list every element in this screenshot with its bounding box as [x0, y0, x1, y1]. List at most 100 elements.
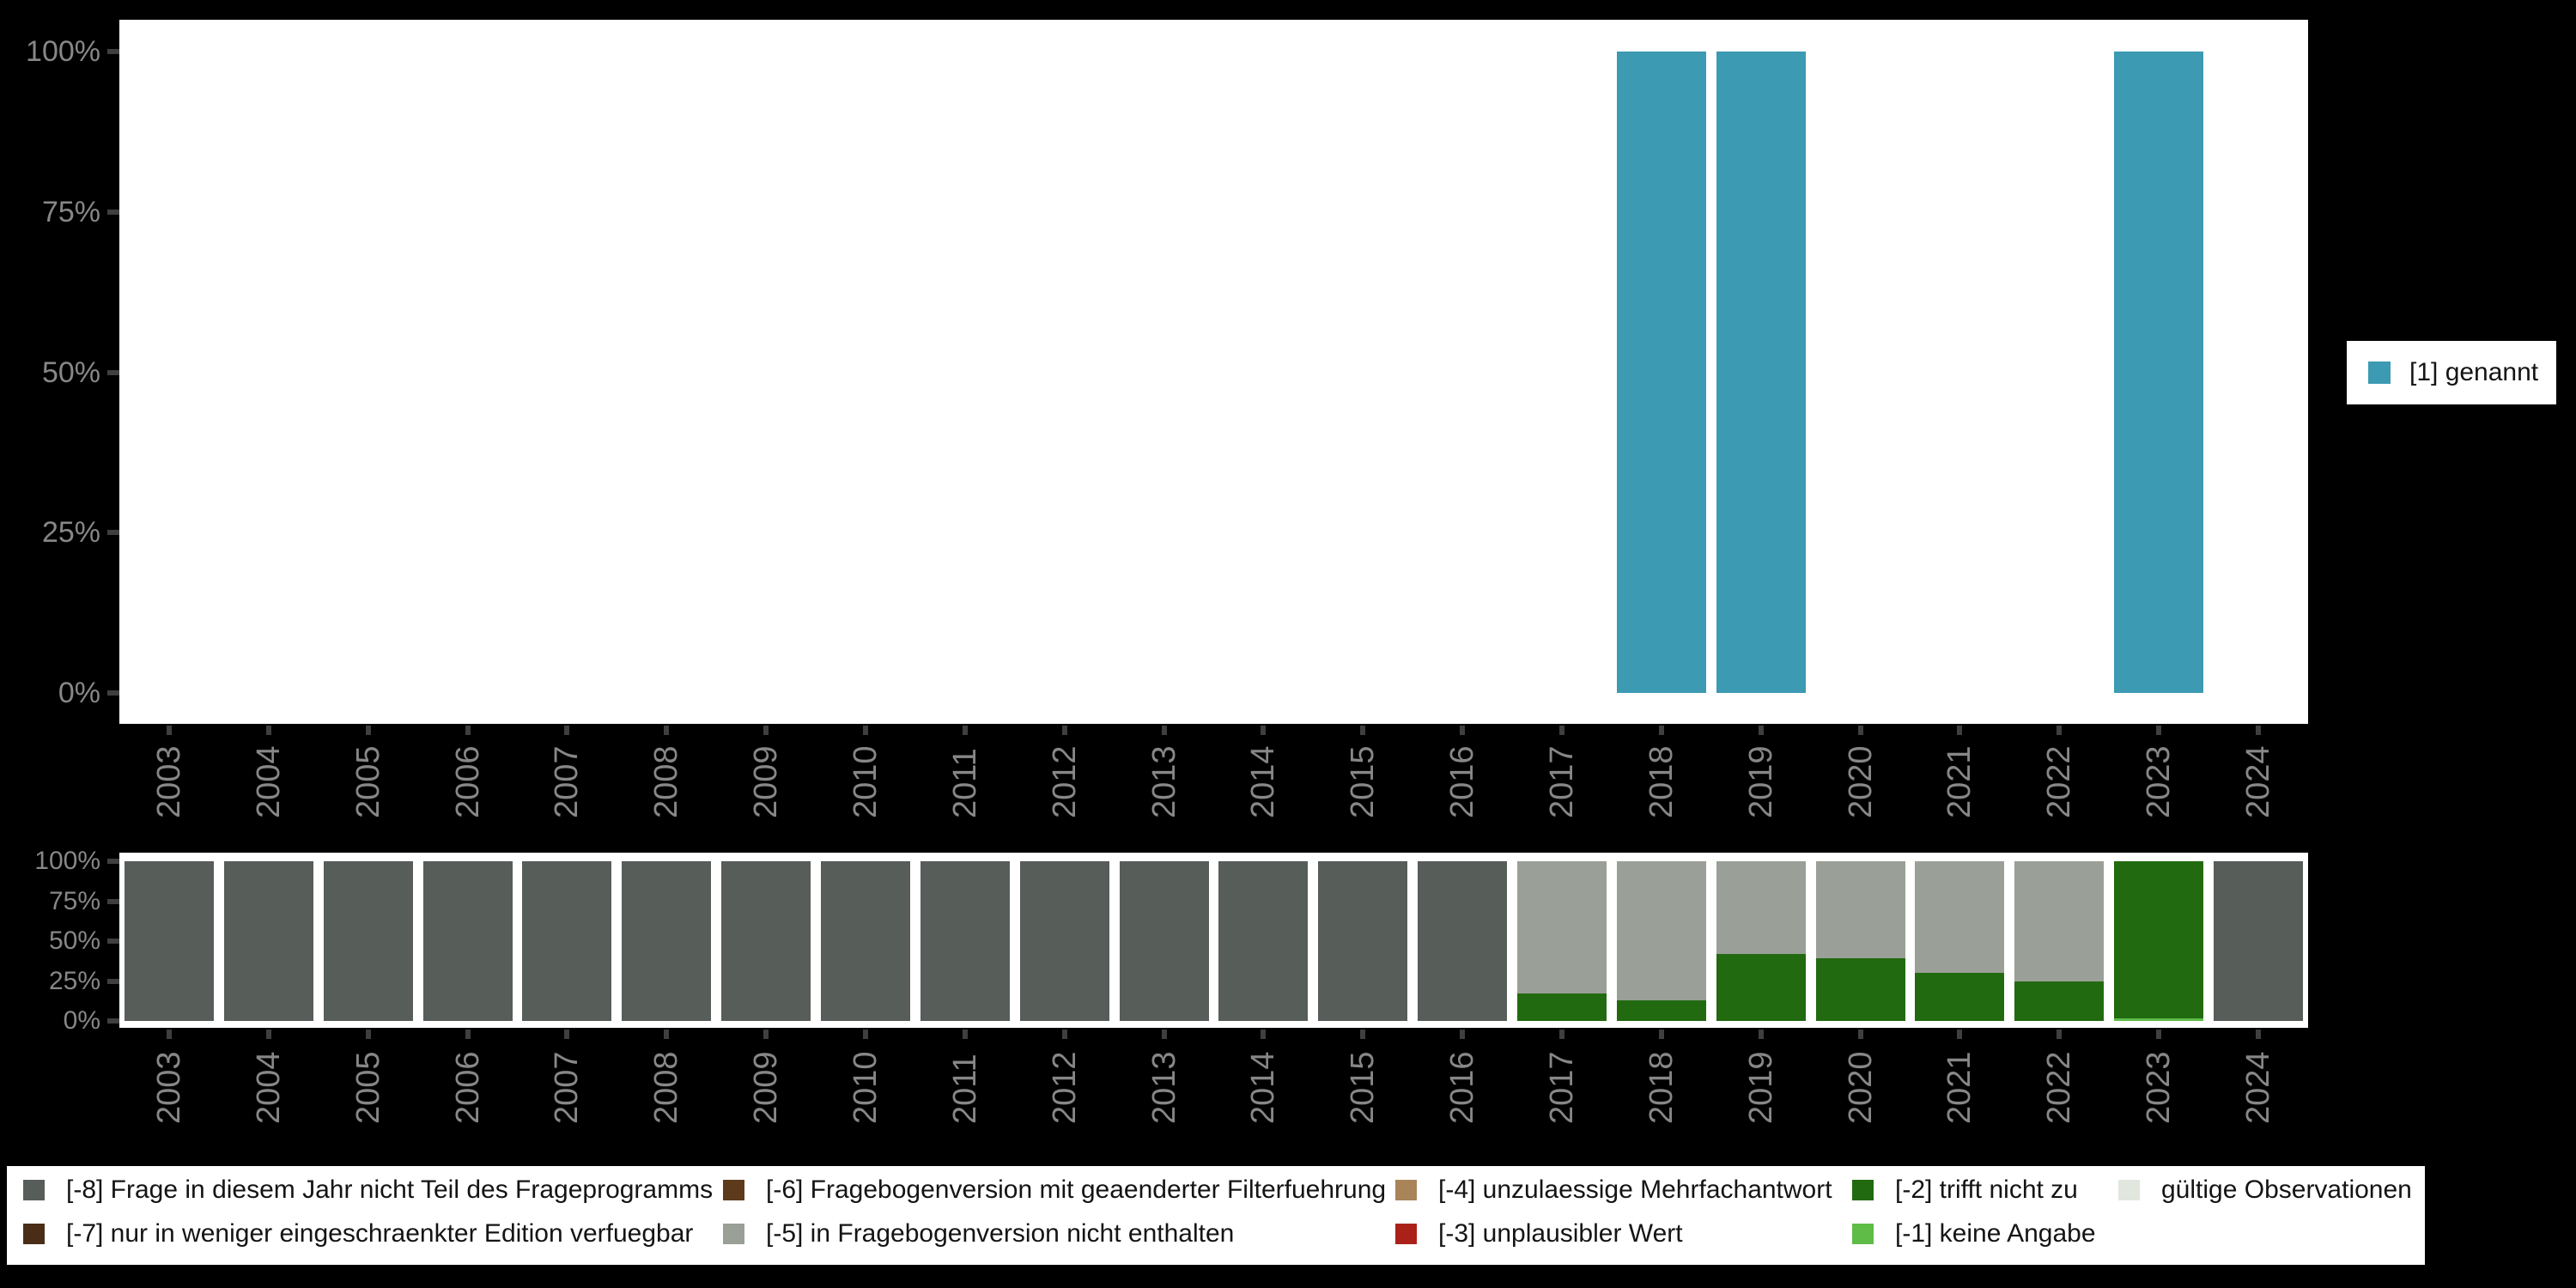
x-axis-label: 2007: [549, 1051, 586, 1124]
x-axis-label: 2006: [449, 1051, 486, 1124]
legend-label: [-1] keine Angabe: [1895, 1219, 2096, 1248]
bar-segment: [1716, 52, 1806, 693]
x-axis-tick: [2256, 726, 2262, 735]
legend-label: [-8] Frage in diesem Jahr nicht Teil des…: [66, 1176, 714, 1204]
x-axis-tick: [1957, 1030, 1963, 1039]
y-axis-tick: [107, 939, 119, 944]
bar-segment: [2014, 861, 2105, 981]
bar-segment: [1616, 861, 1706, 1000]
legend-swatch: [23, 1224, 45, 1244]
y-axis-tick: [107, 369, 119, 375]
x-axis-tick: [2057, 726, 2063, 735]
legend-label: [-6] Fragebogenversion mit geaenderter F…: [766, 1176, 1387, 1204]
x-axis-tick: [265, 1030, 271, 1039]
legend-swatch: [1395, 1224, 1417, 1244]
legend-item: [-3] unplausibler Wert: [1395, 1221, 1683, 1247]
y-axis-label: 100%: [26, 35, 100, 68]
x-axis-tick: [465, 726, 471, 735]
x-axis-tick: [2156, 726, 2162, 735]
x-axis-tick: [1857, 1030, 1863, 1039]
legend-swatch: [1395, 1180, 1417, 1200]
x-axis-label: 2015: [1345, 1051, 1382, 1124]
value-legend: [1] genannt: [2347, 341, 2556, 404]
y-axis-label: 50%: [48, 927, 100, 955]
x-axis-tick: [1460, 726, 1466, 735]
y-axis-label: 0%: [58, 677, 100, 709]
bar-segment: [2214, 861, 2304, 1021]
y-axis-label: 75%: [41, 195, 100, 228]
bar-segment: [2014, 981, 2105, 1021]
y-axis-tick: [107, 690, 119, 696]
x-axis-tick: [1360, 1030, 1366, 1039]
x-axis-label: 2024: [2240, 1051, 2277, 1124]
chart-panel: [119, 20, 2308, 724]
legend-label: [-7] nur in weniger eingeschraenkter Edi…: [66, 1219, 694, 1248]
legend-label: [-5] in Fragebogenversion nicht enthalte…: [766, 1219, 1235, 1248]
legend-swatch: [2118, 1180, 2140, 1200]
x-axis-tick: [862, 726, 868, 735]
legend-label: [-4] unzulaessige Mehrfachantwort: [1438, 1176, 1832, 1204]
x-axis-label: 2012: [1046, 1051, 1083, 1124]
x-axis-tick: [1261, 726, 1267, 735]
x-axis-label: 2004: [250, 1051, 287, 1124]
x-axis-tick: [564, 1030, 570, 1039]
bar-segment: [622, 861, 712, 1021]
x-axis-tick: [166, 1030, 172, 1039]
x-axis-tick: [1957, 726, 1963, 735]
x-axis-tick: [1758, 726, 1764, 735]
bar-segment: [1616, 999, 1706, 1021]
legend-swatch: [1852, 1180, 1874, 1200]
y-axis-label: 25%: [48, 966, 100, 995]
missings-legend: [-8] Frage in diesem Jahr nicht Teil des…: [7, 1166, 2425, 1265]
y-axis-tick: [107, 49, 119, 54]
x-axis-label: 2020: [1842, 1051, 1879, 1124]
x-axis-label: 2010: [847, 1051, 884, 1124]
legend-swatch: [1852, 1224, 1874, 1244]
legend-item: [-2] trifft nicht zu: [1852, 1176, 2078, 1204]
x-axis-tick: [962, 1030, 968, 1039]
bar-segment: [522, 861, 612, 1021]
legend-item: [-4] unzulaessige Mehrfachantwort: [1395, 1176, 1832, 1204]
bar-segment: [2114, 1018, 2204, 1021]
y-axis-tick: [107, 859, 119, 864]
bar-segment: [323, 861, 413, 1021]
bar-segment: [1815, 861, 1905, 959]
y-axis-label: 75%: [48, 886, 100, 915]
bar-segment: [1716, 953, 1806, 1021]
x-axis-label: 2016: [1444, 1051, 1481, 1124]
x-axis-tick: [862, 1030, 868, 1039]
y-axis-tick: [107, 209, 119, 215]
x-axis-tick: [1460, 1030, 1466, 1039]
legend-item: [-1] keine Angabe: [1852, 1219, 2096, 1248]
x-axis-label: 2019: [1742, 1051, 1779, 1124]
x-axis-tick: [1061, 726, 1067, 735]
y-axis-tick: [107, 530, 119, 536]
y-axis-label: 0%: [63, 1006, 100, 1035]
x-axis-label: 2017: [1544, 1051, 1581, 1124]
legend-swatch: [723, 1180, 744, 1200]
x-axis-label: 2003: [150, 1051, 187, 1124]
y-axis-label: 25%: [41, 516, 100, 550]
x-axis-tick: [365, 726, 371, 735]
x-axis-tick: [763, 1030, 769, 1039]
legend-label: [-2] trifft nicht zu: [1895, 1176, 2078, 1204]
x-axis-label: 2005: [349, 1051, 386, 1124]
legend-item: [-5] in Fragebogenversion nicht enthalte…: [723, 1219, 1235, 1248]
x-axis-label: 2008: [648, 1051, 685, 1124]
x-axis-tick: [2156, 1030, 2162, 1039]
legend-swatch: [2368, 361, 2391, 384]
bar-segment: [1517, 861, 1607, 994]
x-axis-tick: [465, 1030, 471, 1039]
x-axis-tick: [1161, 726, 1167, 735]
x-axis-tick: [2256, 1030, 2262, 1039]
x-axis-tick: [265, 726, 271, 735]
x-axis-label: 2009: [748, 1051, 785, 1124]
y-axis-tick: [107, 1018, 119, 1024]
x-axis-label: 2022: [2041, 1051, 2078, 1124]
legend-swatch: [723, 1224, 744, 1244]
bar-segment: [1616, 52, 1706, 693]
bar-segment: [820, 861, 910, 1021]
x-axis-tick: [962, 726, 968, 735]
